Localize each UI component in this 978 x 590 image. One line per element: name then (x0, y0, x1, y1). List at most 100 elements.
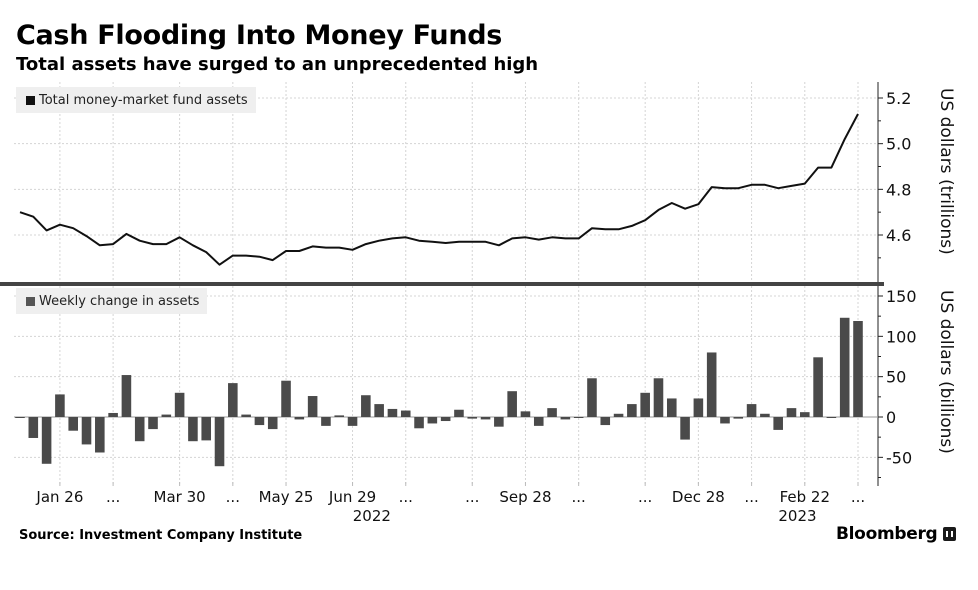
legend-line-label: Total money-market fund assets (39, 92, 248, 108)
bar-weekly-change (533, 417, 544, 426)
xtick-label: ... (572, 488, 586, 506)
ytick-label-bottom: 150 (886, 287, 917, 306)
bar-weekly-change (108, 412, 118, 417)
bar-weekly-change (241, 414, 251, 417)
bar-weekly-change (773, 417, 783, 430)
bar-weekly-change (573, 417, 584, 418)
ytick-label-bottom: 0 (886, 408, 896, 427)
xtick-label: ... (399, 488, 413, 506)
bar-weekly-change (68, 417, 78, 431)
bar-weekly-change (746, 404, 757, 417)
bar-weekly-change (321, 417, 331, 426)
bar-weekly-change (826, 417, 837, 418)
xtick-label: Sep 28 (499, 488, 551, 506)
x-year-label: 2022 (353, 507, 391, 525)
bar-weekly-change (733, 417, 744, 419)
bar-weekly-change (560, 417, 571, 420)
bar-weekly-change (693, 398, 704, 417)
xtick-label: ... (465, 488, 479, 506)
source-note: Source: Investment Company Institute (19, 528, 303, 543)
bar-weekly-change (706, 352, 717, 417)
bar-weekly-change (627, 404, 637, 417)
bar-weekly-change (547, 408, 557, 417)
xtick-label: Mar 30 (154, 488, 206, 506)
bar-weekly-change (201, 417, 212, 441)
xtick-label: ... (106, 488, 120, 506)
bar-weekly-change (666, 398, 677, 417)
bloomberg-chart-icon (943, 527, 957, 541)
bar-weekly-change (81, 417, 92, 445)
xtick-label: ... (744, 488, 758, 506)
bar-weekly-change (839, 317, 850, 417)
top-y-axis-label: US dollars (trillions) (936, 88, 956, 255)
ytick-label-bottom: -50 (886, 448, 912, 467)
panel-divider (0, 282, 884, 286)
bar-weekly-change (374, 404, 384, 417)
legend-line: Total money-market fund assets (16, 87, 256, 113)
legend-line-swatch (26, 95, 35, 105)
chart-subtitle: Total assets have surged to an unprecede… (16, 54, 539, 75)
bar-weekly-change (640, 392, 650, 417)
bar-weekly-change (454, 409, 464, 417)
bar-weekly-change (281, 380, 291, 417)
bar-weekly-change (813, 357, 823, 417)
bar-weekly-change (587, 378, 597, 417)
series-line-total-assets (19, 113, 859, 266)
bar-weekly-change (214, 417, 225, 467)
ytick-label-bottom: 100 (886, 327, 917, 346)
xtick-label: ... (638, 488, 652, 506)
ytick-label-bottom: 50 (886, 368, 906, 387)
bar-weekly-change (494, 417, 504, 427)
bottom-y-axis-label: US dollars (billions) (936, 290, 956, 454)
brand-logo: Bloomberg (836, 524, 957, 544)
bar-weekly-change (853, 321, 863, 417)
bar-weekly-change (786, 408, 797, 417)
bar-weekly-change (55, 394, 65, 417)
bar-weekly-change (680, 417, 690, 440)
bar-weekly-change (760, 413, 770, 417)
xtick-label: Feb 22 (780, 488, 830, 506)
bar-weekly-change (95, 417, 105, 453)
xtick-label: Dec 28 (672, 488, 725, 506)
ytick-label-top: 5.2 (886, 89, 911, 108)
bar-weekly-change (613, 413, 624, 417)
bar-weekly-change (720, 417, 730, 424)
bar-weekly-change (334, 415, 345, 417)
xtick-label: ... (851, 488, 865, 506)
bar-weekly-change (440, 417, 451, 422)
xtick-label: May 25 (259, 488, 314, 506)
bar-weekly-change (161, 414, 172, 417)
x-year-label: 2023 (778, 507, 816, 525)
bar-weekly-change (414, 417, 424, 429)
bar-weekly-change (41, 417, 52, 464)
bar-weekly-change (174, 392, 185, 417)
bar-weekly-change (467, 417, 478, 419)
bar-weekly-change (254, 417, 265, 426)
ytick-label-top: 4.6 (886, 226, 911, 245)
ytick-label-top: 5.0 (886, 135, 911, 154)
legend-bar: Weekly change in assets (16, 288, 208, 314)
bar-weekly-change (480, 417, 491, 420)
bar-weekly-change (400, 410, 411, 417)
bar-weekly-change (361, 395, 371, 417)
brand-name: Bloomberg (836, 524, 938, 544)
bar-weekly-change (520, 411, 531, 417)
bar-weekly-change (507, 391, 517, 417)
xtick-label: ... (226, 488, 240, 506)
bar-weekly-change (188, 417, 198, 442)
ytick-label-top: 4.8 (886, 180, 911, 199)
bar-weekly-change (653, 378, 664, 417)
bar-weekly-change (387, 408, 398, 417)
bar-weekly-change (427, 417, 438, 424)
legend-bar-swatch (26, 296, 35, 306)
bar-weekly-change (28, 417, 39, 438)
xtick-label: Jan 26 (35, 488, 83, 506)
bar-weekly-change (294, 417, 305, 420)
xtick-label: Jun 29 (328, 488, 376, 506)
bar-weekly-change (121, 375, 132, 417)
bar-weekly-change (600, 417, 611, 426)
bar-weekly-change (134, 417, 145, 442)
bar-weekly-change (267, 417, 278, 430)
bar-weekly-change (800, 412, 810, 417)
